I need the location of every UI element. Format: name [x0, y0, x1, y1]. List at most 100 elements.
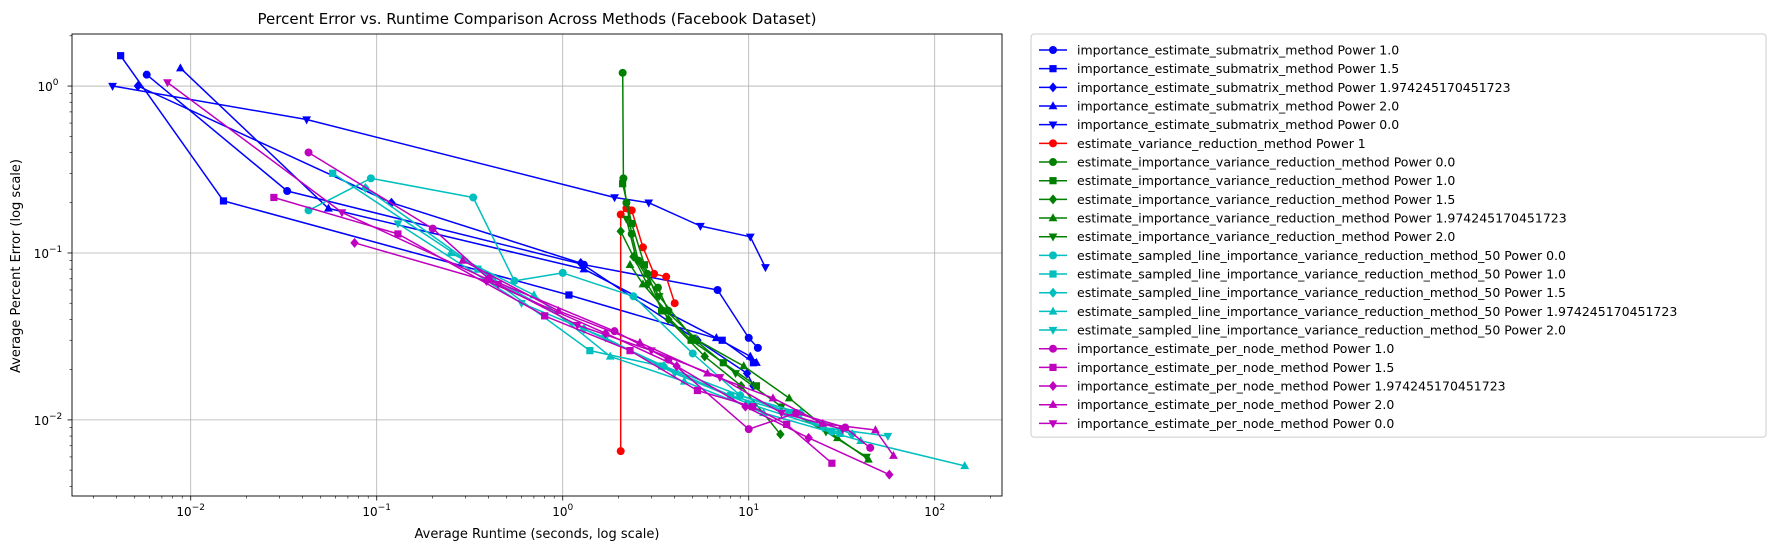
data-point — [777, 409, 786, 418]
data-point — [866, 443, 875, 452]
legend-label: importance_estimate_per_node_method Powe… — [1077, 360, 1394, 375]
data-point — [688, 334, 698, 343]
data-point — [727, 391, 735, 400]
legend-marker — [1049, 158, 1057, 167]
data-point — [337, 209, 347, 218]
legend-label: importance_estimate_submatrix_method Pow… — [1077, 61, 1399, 76]
data-point — [394, 230, 402, 238]
data-point — [558, 268, 567, 277]
data-point — [629, 251, 638, 262]
legend-marker — [1049, 344, 1057, 353]
legend-item: importance_estimate_per_node_method Powe… — [1039, 397, 1394, 412]
legend-label: importance_estimate_per_node_method Powe… — [1077, 416, 1394, 431]
legend-marker — [1048, 233, 1058, 242]
legend-label: importance_estimate_submatrix_method Pow… — [1077, 80, 1511, 95]
data-point — [768, 393, 778, 402]
data-point — [510, 276, 519, 285]
data-point — [565, 291, 573, 299]
legend-label: estimate_importance_variance_reduction_m… — [1077, 192, 1455, 207]
data-point — [776, 429, 785, 440]
data-point — [142, 70, 151, 79]
data-point — [554, 306, 563, 315]
data-point — [270, 193, 278, 202]
data-point — [579, 264, 589, 273]
legend-marker — [1049, 139, 1057, 148]
data-point — [749, 359, 758, 367]
data-point — [350, 237, 359, 248]
data-point — [784, 393, 794, 402]
legend-item: importance_estimate_submatrix_method Pow… — [1039, 80, 1511, 95]
series-4 — [175, 63, 761, 366]
data-point — [586, 347, 594, 355]
data-point — [862, 453, 871, 462]
legend-item: importance_estimate_per_node_method Powe… — [1039, 341, 1394, 356]
legend-marker — [1049, 363, 1057, 371]
data-point — [283, 187, 292, 196]
legend-item: estimate_sampled_line_importance_varianc… — [1039, 304, 1677, 319]
legend-label: importance_estimate_submatrix_method Pow… — [1077, 117, 1399, 132]
legend-marker — [1049, 65, 1057, 73]
data-point — [664, 314, 673, 325]
legend-item: estimate_importance_variance_reduction_m… — [1039, 155, 1455, 170]
data-point — [662, 272, 671, 281]
series-layer — [108, 52, 970, 480]
data-point — [393, 220, 403, 229]
data-point — [625, 259, 635, 268]
data-point — [804, 432, 813, 443]
legend-marker — [1048, 213, 1058, 222]
data-point — [715, 374, 725, 383]
data-point — [576, 258, 585, 269]
data-point — [736, 390, 745, 401]
data-point — [745, 351, 755, 360]
data-point — [366, 174, 375, 183]
data-point — [838, 425, 848, 434]
data-point — [616, 226, 625, 237]
data-point — [836, 429, 844, 438]
data-point — [752, 382, 761, 390]
data-point — [753, 343, 762, 352]
data-point — [744, 425, 753, 434]
legend-item: importance_estimate_per_node_method Powe… — [1039, 416, 1394, 431]
series-19 — [350, 237, 894, 480]
legend-item: estimate_importance_variance_reduction_m… — [1039, 173, 1455, 188]
data-point — [960, 461, 970, 470]
data-point — [688, 349, 697, 358]
legend-marker — [1048, 420, 1058, 429]
data-point — [657, 307, 666, 315]
data-point — [493, 280, 503, 289]
data-point — [163, 79, 172, 88]
data-point — [302, 116, 312, 125]
data-point — [731, 370, 740, 379]
legend-label: estimate_sampled_line_importance_varianc… — [1077, 304, 1677, 319]
data-point — [693, 386, 702, 395]
data-point — [785, 409, 793, 417]
chart-title: Percent Error vs. Runtime Comparison Acr… — [258, 10, 817, 28]
series-20 — [458, 255, 898, 459]
legend-label: estimate_variance_reduction_method Power… — [1077, 136, 1366, 151]
legend-box — [1030, 33, 1767, 438]
legend-label: importance_estimate_per_node_method Powe… — [1077, 379, 1506, 394]
data-point — [670, 299, 679, 308]
data-point — [626, 347, 634, 355]
legend-item: importance_estimate_per_node_method Powe… — [1039, 379, 1506, 394]
data-point — [833, 433, 842, 442]
data-point — [329, 169, 337, 177]
data-point — [601, 334, 610, 343]
data-point — [629, 292, 638, 301]
legend-label: importance_estimate_per_node_method Powe… — [1077, 341, 1394, 356]
legend-item: estimate_sampled_line_importance_varianc… — [1039, 267, 1566, 282]
data-point — [828, 459, 836, 467]
data-point — [622, 215, 631, 224]
legend-marker — [1048, 287, 1058, 298]
series-line — [167, 81, 843, 430]
data-point — [117, 52, 125, 60]
data-point — [653, 283, 662, 292]
data-point — [469, 193, 478, 202]
legend-label: importance_estimate_submatrix_method Pow… — [1077, 99, 1399, 114]
data-point — [670, 370, 680, 379]
data-point — [741, 401, 750, 412]
legend-item: estimate_importance_variance_reduction_m… — [1039, 229, 1455, 244]
legend-marker — [1048, 82, 1058, 93]
data-point — [687, 336, 695, 344]
